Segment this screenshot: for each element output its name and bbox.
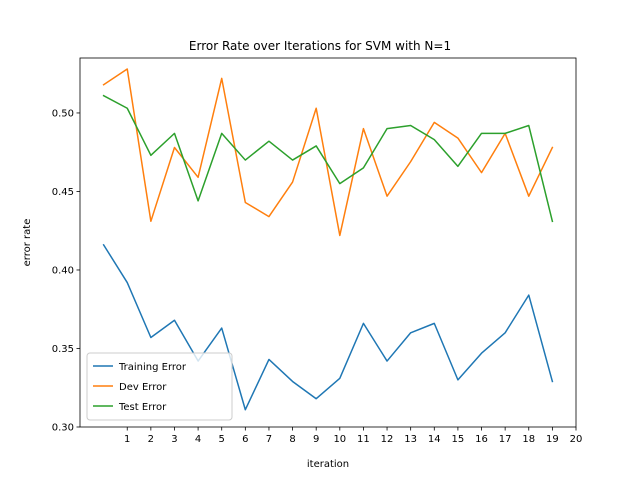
x-tick-label: 16 bbox=[475, 434, 488, 445]
y-tick-label: 0.35 bbox=[52, 344, 74, 355]
x-tick-label: 8 bbox=[289, 434, 295, 445]
legend-label: Dev Error bbox=[119, 382, 167, 393]
x-tick-label: 2 bbox=[148, 434, 154, 445]
legend-frame bbox=[86, 352, 233, 421]
x-tick-label: 11 bbox=[357, 434, 370, 445]
axes-frame bbox=[79, 57, 577, 428]
series-lines bbox=[102, 68, 554, 411]
x-tick-label: 1 bbox=[124, 434, 130, 445]
axes bbox=[79, 57, 577, 428]
y-tick-label: 0.45 bbox=[52, 187, 74, 198]
x-tick-label: 10 bbox=[333, 434, 346, 445]
x-tick-label: 3 bbox=[171, 434, 177, 445]
series-line-test-error bbox=[102, 94, 554, 223]
x-tick-label: 18 bbox=[522, 434, 535, 445]
y-axis-label: error rate bbox=[22, 219, 33, 267]
x-tick-label: 15 bbox=[452, 434, 465, 445]
legend-label: Test Error bbox=[118, 402, 167, 413]
x-tick-label: 14 bbox=[428, 434, 441, 445]
chart-title: Error Rate over Iterations for SVM with … bbox=[189, 39, 451, 53]
x-axis-label: iteration bbox=[307, 459, 349, 470]
x-tick-label: 9 bbox=[313, 434, 319, 445]
x-tick-label: 19 bbox=[546, 434, 559, 445]
series-line-training-error bbox=[102, 243, 554, 411]
x-tick-label: 4 bbox=[195, 434, 201, 445]
series-line-dev-error bbox=[102, 68, 554, 237]
x-tick-label: 5 bbox=[219, 434, 225, 445]
y-tick-label: 0.40 bbox=[52, 265, 74, 276]
x-tick-label: 17 bbox=[499, 434, 512, 445]
legend: Training Error Dev Error Test Error bbox=[86, 352, 233, 421]
y-tick-label: 0.30 bbox=[52, 423, 74, 434]
x-tick-label: 20 bbox=[570, 434, 583, 445]
x-tick-label: 12 bbox=[381, 434, 394, 445]
ticks: 1 2 3 4 5 6 7 8 9 10 11 12 13 14 15 16 17 18 19 200.300.350… bbox=[52, 108, 583, 445]
x-tick-label: 6 bbox=[242, 434, 248, 445]
x-tick-label: 13 bbox=[404, 434, 417, 445]
legend-label: Training Error bbox=[118, 362, 187, 373]
x-tick-label: 7 bbox=[266, 434, 272, 445]
y-tick-label: 0.50 bbox=[52, 108, 74, 119]
